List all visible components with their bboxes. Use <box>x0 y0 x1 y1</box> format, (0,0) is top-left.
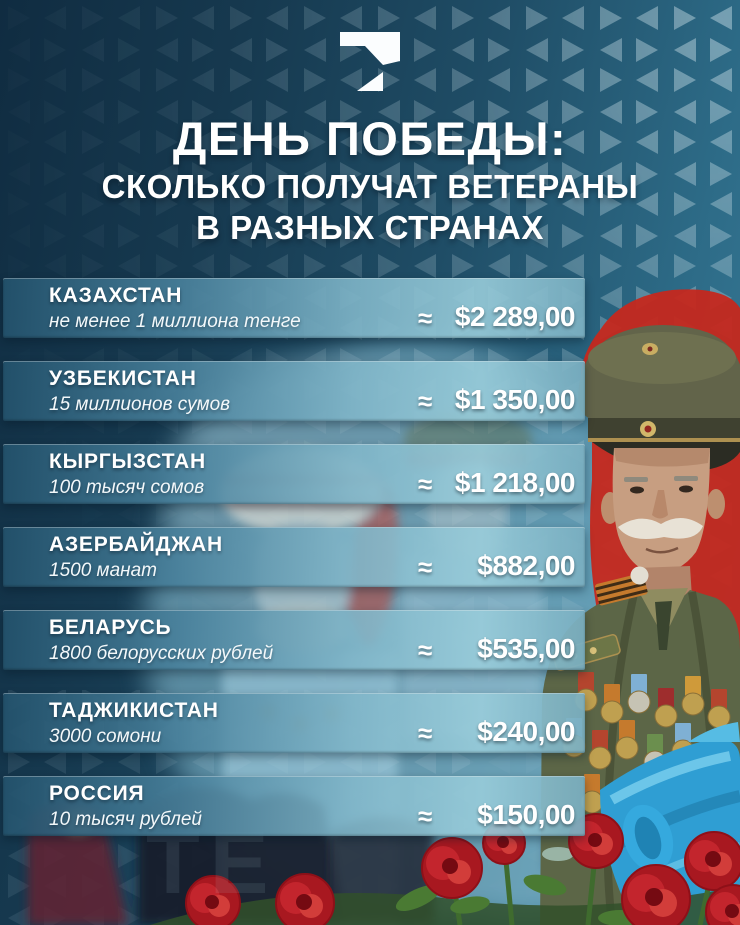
rose <box>621 864 691 925</box>
approx-symbol: ≈ <box>418 718 433 748</box>
header: ДЕНЬ ПОБЕДЫ: СКОЛЬКО ПОЛУЧАТ ВЕТЕРАНЫ В … <box>0 0 740 249</box>
country-name: КАЗАХСТАН <box>49 284 183 307</box>
country-rows: КАЗАХСТАН не менее 1 миллиона тенге ≈ $2… <box>3 278 585 836</box>
roses-illustration <box>150 808 740 925</box>
brand-logo-icon <box>340 32 400 92</box>
usd-amount: $1 218,00 <box>454 467 576 498</box>
row-kazakhstan: КАЗАХСТАН не менее 1 миллиона тенге ≈ $2… <box>3 278 585 338</box>
rose <box>684 831 740 891</box>
local-amount: не менее 1 миллиона тенге <box>49 311 301 332</box>
rose <box>185 875 241 925</box>
page-subtitle: СКОЛЬКО ПОЛУЧАТ ВЕТЕРАНЫ В РАЗНЫХ СТРАНА… <box>0 166 740 249</box>
country-name: ТАДЖИКИСТАН <box>49 699 219 722</box>
row-tajikistan: ТАДЖИКИСТАН 3000 сомони ≈ $240,00 <box>3 693 585 753</box>
rose <box>705 884 740 925</box>
approx-symbol: ≈ <box>418 303 433 333</box>
local-amount: 10 тысяч рублей <box>49 809 202 830</box>
row-uzbekistan: УЗБЕКИСТАН 15 миллионов сумов ≈ $1 350,0… <box>3 361 585 421</box>
local-amount: 1800 белорусских рублей <box>49 643 274 664</box>
local-amount: 100 тысяч сомов <box>49 477 205 498</box>
approx-symbol: ≈ <box>418 552 433 582</box>
usd-amount: $2 289,00 <box>454 301 576 332</box>
usd-amount: $535,00 <box>477 633 575 664</box>
approx-symbol: ≈ <box>418 386 433 416</box>
row-azerbaijan: АЗЕРБАЙДЖАН 1500 манат ≈ $882,00 <box>3 527 585 587</box>
subtitle-line-2: СКОЛЬКО ПОЛУЧАТ ВЕТЕРАНЫ <box>101 168 639 205</box>
local-amount: 3000 сомони <box>49 726 162 747</box>
country-name: УЗБЕКИСТАН <box>49 367 197 390</box>
rose <box>421 837 483 899</box>
country-name: КЫРГЫЗСТАН <box>49 450 206 473</box>
usd-amount: $882,00 <box>477 550 575 581</box>
approx-symbol: ≈ <box>418 801 433 831</box>
country-name: АЗЕРБАЙДЖАН <box>49 533 223 556</box>
row-kyrgyzstan: КЫРГЫЗСТАН 100 тысяч сомов ≈ $1 218,00 <box>3 444 585 504</box>
row-belarus: БЕЛАРУСЬ 1800 белорусских рублей ≈ $535,… <box>3 610 585 670</box>
usd-amount: $240,00 <box>477 716 575 747</box>
country-name: РОССИЯ <box>49 782 145 805</box>
country-name: БЕЛАРУСЬ <box>49 616 172 639</box>
rose <box>275 873 335 925</box>
local-amount: 1500 манат <box>49 560 157 581</box>
subtitle-line-3: В РАЗНЫХ СТРАНАХ <box>196 209 544 247</box>
approx-symbol: ≈ <box>418 469 433 499</box>
approx-symbol: ≈ <box>418 635 433 665</box>
local-amount: 15 миллионов сумов <box>49 394 231 415</box>
usd-amount: $1 350,00 <box>454 384 576 415</box>
row-russia: РОССИЯ 10 тысяч рублей ≈ $150,00 <box>3 776 585 836</box>
page-title: ДЕНЬ ПОБЕДЫ: <box>172 112 568 165</box>
usd-amount: $150,00 <box>477 799 575 830</box>
